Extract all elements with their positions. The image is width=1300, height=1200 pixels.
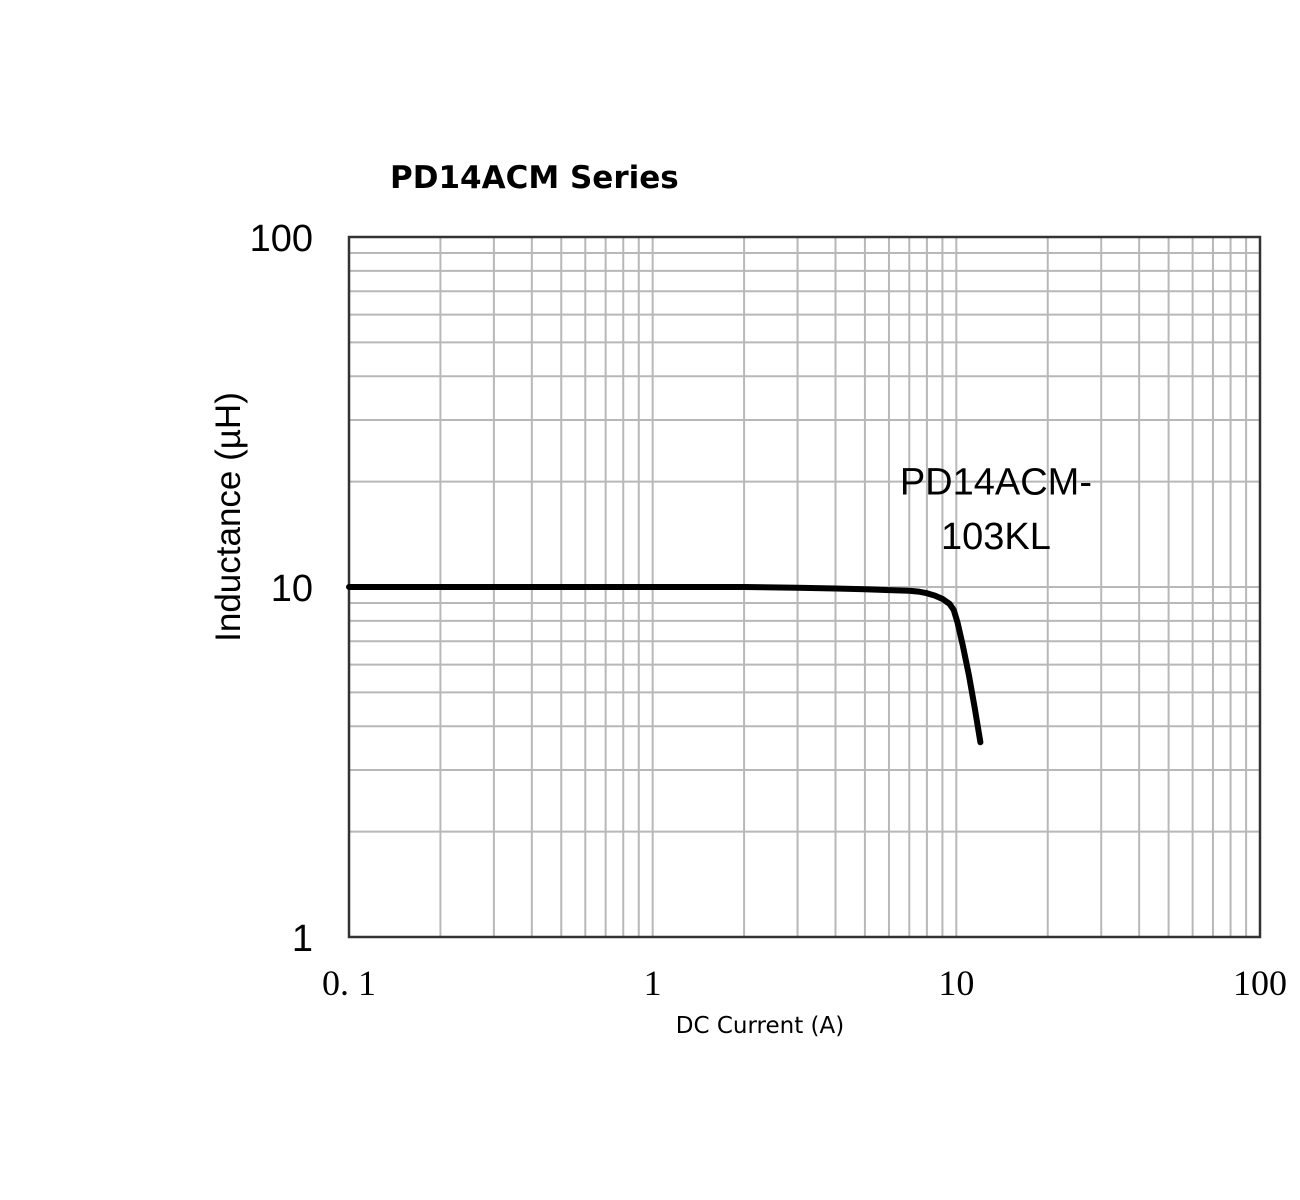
x-tick-label: 100 xyxy=(1233,963,1287,1003)
x-tick-labels: 0. 1 1 10 100 xyxy=(322,963,1287,1003)
series-group xyxy=(346,584,984,746)
series-line xyxy=(346,584,984,746)
chart-title: PD14ACM Series xyxy=(390,160,679,196)
series-annotation: 103KL xyxy=(941,516,1051,558)
x-tick-label: 10 xyxy=(938,963,974,1003)
x-tick-label: 0. 1 xyxy=(322,963,376,1003)
y-tick-labels: 1 10 100 xyxy=(250,218,313,960)
series-annotation: PD14ACM- xyxy=(900,462,1092,504)
y-tick-label: 100 xyxy=(250,218,313,260)
y-axis-label: Inductance (µH) xyxy=(209,392,248,642)
x-tick-label: 1 xyxy=(644,963,662,1003)
x-axis-label: DC Current (A) xyxy=(676,1013,844,1039)
y-tick-label: 1 xyxy=(292,918,313,960)
annotations: PD14ACM- 103KL xyxy=(900,462,1092,558)
y-tick-label: 10 xyxy=(271,568,313,610)
